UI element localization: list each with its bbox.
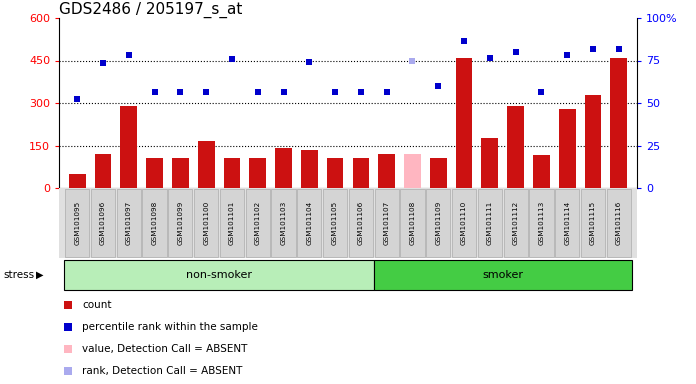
FancyBboxPatch shape — [426, 189, 450, 257]
Text: GSM101114: GSM101114 — [564, 201, 570, 245]
Text: GSM101099: GSM101099 — [177, 201, 183, 245]
Text: rank, Detection Call = ABSENT: rank, Detection Call = ABSENT — [82, 366, 243, 376]
Bar — [95, 154, 111, 188]
Text: GSM101115: GSM101115 — [590, 201, 596, 245]
Text: GDS2486 / 205197_s_at: GDS2486 / 205197_s_at — [59, 2, 242, 18]
FancyBboxPatch shape — [220, 189, 244, 257]
FancyBboxPatch shape — [374, 260, 632, 290]
Bar — [585, 94, 601, 188]
FancyBboxPatch shape — [297, 189, 322, 257]
Bar — [533, 156, 550, 188]
FancyBboxPatch shape — [117, 189, 141, 257]
Text: GSM101101: GSM101101 — [229, 201, 235, 245]
Text: GSM101097: GSM101097 — [126, 201, 132, 245]
FancyBboxPatch shape — [503, 189, 528, 257]
Text: GSM101113: GSM101113 — [539, 201, 544, 245]
Text: GSM101095: GSM101095 — [74, 201, 80, 245]
FancyBboxPatch shape — [194, 189, 219, 257]
FancyBboxPatch shape — [349, 189, 373, 257]
Bar — [198, 141, 214, 188]
Bar — [275, 148, 292, 188]
FancyBboxPatch shape — [271, 189, 296, 257]
FancyBboxPatch shape — [323, 189, 347, 257]
Bar — [249, 158, 266, 188]
Text: smoker: smoker — [482, 270, 523, 280]
Bar — [301, 150, 317, 188]
FancyBboxPatch shape — [452, 189, 476, 257]
FancyBboxPatch shape — [529, 189, 553, 257]
FancyBboxPatch shape — [91, 189, 115, 257]
Bar — [172, 158, 189, 188]
FancyBboxPatch shape — [477, 189, 502, 257]
FancyBboxPatch shape — [400, 189, 425, 257]
Bar — [146, 158, 163, 188]
Text: GSM101096: GSM101096 — [100, 201, 106, 245]
Bar — [379, 154, 395, 188]
Text: GSM101109: GSM101109 — [435, 201, 441, 245]
FancyBboxPatch shape — [64, 260, 374, 290]
Bar — [507, 106, 524, 188]
FancyBboxPatch shape — [581, 189, 605, 257]
Text: GSM101102: GSM101102 — [255, 201, 261, 245]
Bar — [456, 58, 473, 188]
Bar — [430, 158, 447, 188]
Text: percentile rank within the sample: percentile rank within the sample — [82, 322, 258, 332]
FancyBboxPatch shape — [65, 189, 89, 257]
Bar — [404, 154, 421, 188]
Bar — [326, 158, 344, 188]
Text: count: count — [82, 300, 112, 310]
Text: GSM101108: GSM101108 — [409, 201, 416, 245]
Text: stress: stress — [3, 270, 35, 280]
FancyBboxPatch shape — [246, 189, 270, 257]
Text: GSM101100: GSM101100 — [203, 201, 209, 245]
FancyBboxPatch shape — [374, 189, 399, 257]
Text: GSM101098: GSM101098 — [152, 201, 157, 245]
Text: GSM101107: GSM101107 — [383, 201, 390, 245]
FancyBboxPatch shape — [607, 189, 631, 257]
Bar — [352, 158, 370, 188]
Text: non-smoker: non-smoker — [186, 270, 252, 280]
Bar — [559, 109, 576, 188]
Text: GSM101105: GSM101105 — [332, 201, 338, 245]
FancyBboxPatch shape — [143, 189, 167, 257]
Text: GSM101106: GSM101106 — [358, 201, 364, 245]
Text: GSM101116: GSM101116 — [616, 201, 622, 245]
Text: GSM101111: GSM101111 — [487, 201, 493, 245]
Text: ▶: ▶ — [36, 270, 44, 280]
Text: value, Detection Call = ABSENT: value, Detection Call = ABSENT — [82, 344, 248, 354]
Bar — [69, 174, 86, 188]
Bar — [482, 138, 498, 188]
Bar — [610, 58, 627, 188]
Bar — [120, 106, 137, 188]
Text: GSM101112: GSM101112 — [513, 201, 519, 245]
FancyBboxPatch shape — [168, 189, 193, 257]
FancyBboxPatch shape — [555, 189, 579, 257]
Text: GSM101103: GSM101103 — [280, 201, 287, 245]
Text: GSM101104: GSM101104 — [306, 201, 313, 245]
Bar — [223, 158, 240, 188]
Text: GSM101110: GSM101110 — [461, 201, 467, 245]
